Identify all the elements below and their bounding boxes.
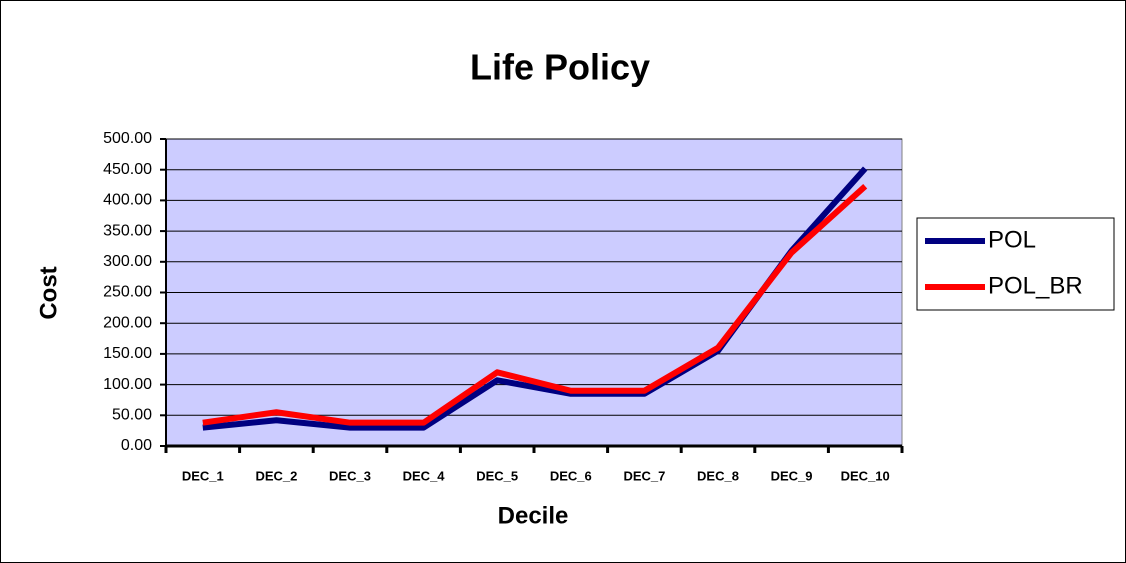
x-tick-label: DEC_7 bbox=[623, 468, 665, 483]
legend bbox=[916, 217, 1115, 311]
y-tick-label: 400.00 bbox=[103, 192, 152, 209]
line-series bbox=[202, 184, 868, 426]
y-tick-label: 50.00 bbox=[112, 407, 152, 424]
y-tick-label: 350.00 bbox=[103, 222, 152, 239]
y-tick-label: 100.00 bbox=[103, 376, 152, 393]
y-tick-label: 450.00 bbox=[103, 161, 152, 178]
x-tick-label: DEC_10 bbox=[841, 468, 890, 483]
x-tick-label: DEC_8 bbox=[697, 468, 739, 483]
x-tick-label: DEC_9 bbox=[771, 468, 813, 483]
x-tick-label: DEC_2 bbox=[255, 468, 297, 483]
y-tick-label: 300.00 bbox=[103, 253, 152, 270]
x-axis-label: Decile bbox=[498, 502, 569, 529]
y-axis-label: Cost bbox=[35, 266, 62, 319]
x-tick-label: DEC_6 bbox=[550, 468, 592, 483]
legend-label: POL bbox=[988, 226, 1036, 253]
x-tick-label: DEC_3 bbox=[329, 468, 371, 483]
chart-title: Life Policy bbox=[470, 47, 650, 88]
y-tick-label: 250.00 bbox=[103, 284, 152, 301]
y-tick-label: 150.00 bbox=[103, 345, 152, 362]
y-tick-label: 500.00 bbox=[103, 130, 152, 147]
legend-label: POL_BR bbox=[988, 272, 1083, 299]
y-tick-label: 0.00 bbox=[121, 437, 152, 454]
x-tick-label: DEC_1 bbox=[182, 468, 224, 483]
x-tick-label: DEC_4 bbox=[403, 468, 446, 483]
y-tick-label: 200.00 bbox=[103, 314, 152, 331]
x-tick-label: DEC_5 bbox=[476, 468, 518, 483]
